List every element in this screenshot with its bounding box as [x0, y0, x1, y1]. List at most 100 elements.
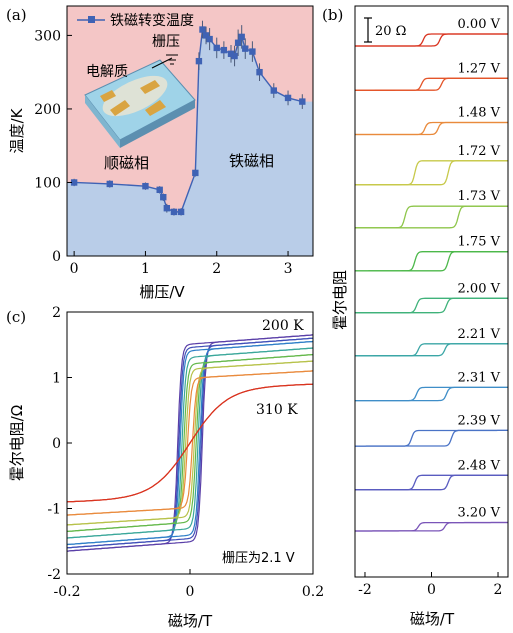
- hall-loop-up: [355, 297, 508, 314]
- voltage-label: 3.20 V: [458, 506, 501, 521]
- hysteresis-down: [66, 354, 314, 532]
- y-tick-label: 1: [52, 371, 61, 387]
- x-tick-label: 2: [212, 261, 221, 277]
- hysteresis-down: [66, 337, 314, 549]
- panel-a-bottom-region: [67, 29, 313, 256]
- panel-c: (c) -0.2 0 0.2 -2 -1 0 1 2 200 K 310 K 栅压为2.1 V…: [6, 305, 324, 630]
- voltage-label: 2.21 V: [458, 327, 501, 342]
- hall-loop-down: [355, 205, 508, 229]
- data-point: [199, 26, 206, 33]
- legend-marker: [88, 16, 95, 23]
- legend-label: 铁磁转变温度: [110, 13, 194, 29]
- electrolyte-label: 电解质: [86, 64, 128, 80]
- data-point: [163, 205, 171, 212]
- data-point: [270, 87, 277, 94]
- x-tick-label: 0: [427, 582, 436, 598]
- hall-loop-down: [355, 33, 508, 47]
- panel-c-xlabel: 磁场/T: [168, 612, 213, 630]
- hall-loop-up: [355, 474, 508, 491]
- panel-b-ylabel: 霍尔电阻: [331, 270, 349, 330]
- hall-loop-down: [355, 521, 508, 532]
- voltage-label: 1.48 V: [458, 106, 501, 121]
- voltage-label: 2.00 V: [458, 281, 501, 296]
- gate-voltage-label: 栅压为2.1 V: [222, 551, 295, 566]
- data-point: [160, 193, 167, 201]
- hysteresis-down: [66, 340, 314, 546]
- y-tick-label: 0: [52, 249, 61, 265]
- hall-loop-up: [355, 205, 508, 229]
- scale-bar-label: 20 Ω: [375, 24, 406, 39]
- hall-loop-down: [355, 251, 508, 272]
- panel-a-ylabel: 温度/K: [8, 107, 26, 153]
- x-tick-label: 1: [141, 261, 150, 277]
- y-tick-label: 200: [34, 102, 61, 118]
- data-point: [227, 50, 235, 57]
- data-point: [231, 52, 238, 60]
- voltage-label: 1.27 V: [458, 61, 501, 76]
- hall-loop-down: [355, 429, 508, 447]
- hall-loop-down: [355, 343, 508, 357]
- data-point: [284, 94, 292, 102]
- hall-loop-down: [355, 474, 508, 491]
- data-point: [206, 35, 213, 43]
- panel-a-xlabel: 栅压/V: [139, 283, 185, 301]
- y-tick-label: -2: [47, 567, 61, 583]
- hysteresis-down: [66, 347, 314, 539]
- data-point: [192, 169, 199, 177]
- x-tick-label: -0.2: [54, 584, 81, 600]
- y-tick-label: 2: [52, 305, 61, 321]
- panel-b: (b) 0.00 V 1.27 V 1.48 V 1.72 V 1.73 V 1.75 V…: [322, 5, 509, 628]
- hysteresis-down: [66, 334, 314, 552]
- hysteresis-down: [67, 370, 314, 516]
- data-point: [142, 182, 149, 190]
- data-point: [177, 208, 185, 216]
- data-point: [242, 45, 249, 52]
- data-point: [156, 186, 163, 194]
- hall-loop-down: [355, 297, 508, 314]
- data-point: [202, 32, 210, 39]
- data-point: [195, 57, 203, 65]
- x-tick-label: -2: [358, 582, 372, 598]
- y-tick-label: 100: [34, 175, 61, 191]
- x-tick-label: 0.2: [302, 584, 324, 600]
- hall-loop-down: [355, 121, 508, 136]
- hall-loop-up: [355, 160, 508, 186]
- data-point: [70, 179, 78, 186]
- panel-b-xlabel: 磁场/T: [410, 610, 455, 628]
- hall-loop-up: [355, 521, 508, 532]
- paramagnetic-label: 顺磁相: [104, 154, 149, 172]
- panel-a: (a) 电解质 栅压 顺磁相 铁磁相 铁磁转变温度 0 1 2 3 0 100 200: [6, 5, 314, 301]
- hall-loop-down: [355, 160, 508, 186]
- x-tick-label: 2: [494, 582, 503, 598]
- device-sketch: [84, 54, 196, 148]
- panel-c-ylabel: 霍尔电阻/Ω: [8, 405, 26, 482]
- hysteresis-down: [66, 360, 314, 526]
- y-tick-label: 0: [52, 436, 61, 452]
- voltage-label: 0.00 V: [458, 17, 501, 32]
- y-tick-label: 300: [34, 28, 61, 44]
- x-tick-label: 3: [284, 261, 293, 277]
- hall-loop-up: [355, 343, 508, 357]
- panel-a-frame: [66, 5, 314, 257]
- voltage-label: 1.73 V: [458, 189, 501, 204]
- high-t-label: 310 K: [256, 402, 298, 418]
- hall-loop-up: [355, 77, 508, 91]
- data-point: [220, 46, 228, 54]
- x-tick-label: 0: [70, 261, 79, 277]
- low-t-label: 200 K: [262, 318, 304, 334]
- hall-loop-up: [355, 429, 508, 447]
- data-point: [170, 208, 178, 216]
- panel-c-label: (c): [6, 308, 26, 326]
- hall-loop-up: [355, 386, 508, 402]
- data-point: [238, 33, 245, 41]
- voltage-label: 1.75 V: [458, 235, 501, 250]
- panel-b-label: (b): [322, 6, 343, 24]
- panel-a-label: (a): [6, 6, 27, 24]
- voltage-label: 2.48 V: [458, 458, 501, 473]
- hall-loop-up: [355, 251, 508, 272]
- hall-loop-up: [355, 121, 508, 136]
- hall-loop-down: [355, 77, 508, 91]
- ferromagnetic-label: 铁磁相: [229, 152, 274, 170]
- gate-label: 栅压: [152, 34, 180, 50]
